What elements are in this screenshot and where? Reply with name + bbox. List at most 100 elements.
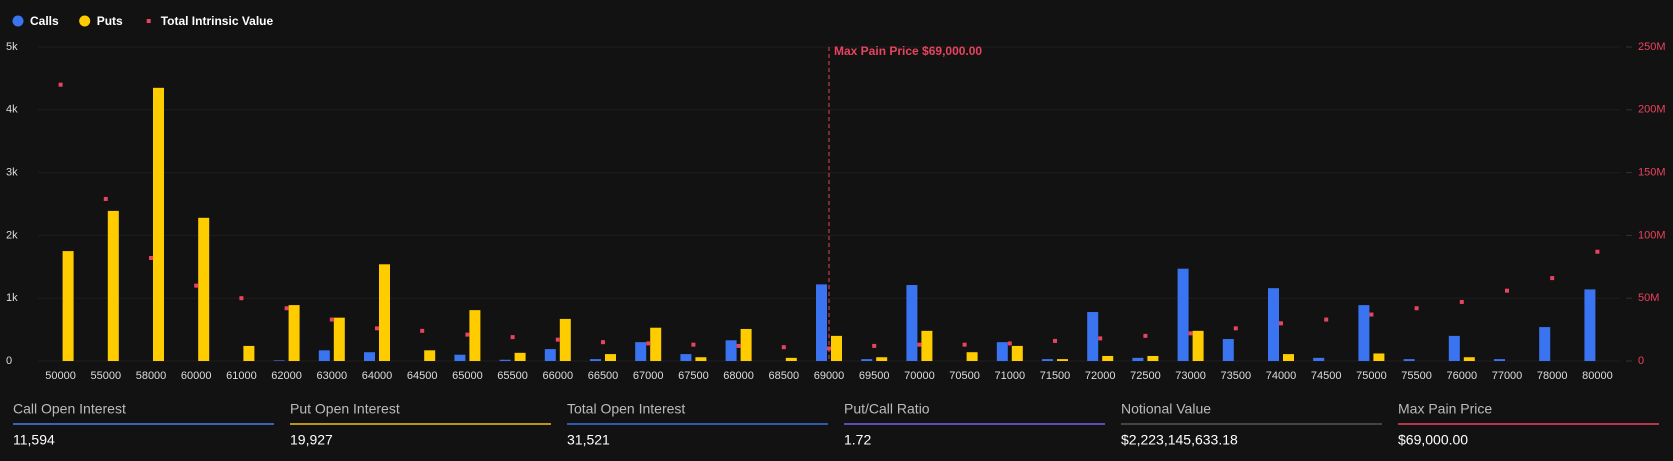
- intrinsic-marker: [1098, 336, 1103, 341]
- bar: [1057, 359, 1068, 361]
- x-tick-label: 71000: [995, 370, 1026, 382]
- intrinsic-marker: [917, 342, 922, 347]
- stat-label: Put Open Interest: [290, 401, 400, 417]
- bar: [740, 328, 752, 361]
- intrinsic-marker: [736, 343, 741, 348]
- x-tick-label: 68500: [769, 370, 800, 382]
- y2-tick-label: 100M: [1638, 229, 1666, 241]
- legend-marker: [146, 19, 151, 23]
- bar: [153, 87, 164, 361]
- max-pain-label: Max Pain Price $69,000.00: [834, 44, 982, 58]
- intrinsic-marker: [420, 328, 425, 333]
- x-tick-label: 50000: [45, 370, 76, 382]
- intrinsic-marker: [1459, 299, 1464, 304]
- stat-value: 1.72: [844, 432, 871, 448]
- stat-label: Total Open Interest: [567, 401, 685, 417]
- bar: [1358, 305, 1370, 361]
- y2-tick-label: 50M: [1638, 292, 1659, 304]
- bar: [514, 352, 526, 361]
- intrinsic-marker: [284, 306, 289, 311]
- bar: [785, 357, 797, 361]
- bar: [1042, 359, 1053, 361]
- intrinsic-marker: [510, 335, 515, 340]
- bar: [1192, 330, 1204, 361]
- x-tick-label: 66000: [543, 370, 574, 382]
- intrinsic-marker: [1414, 306, 1419, 311]
- bar: [198, 217, 210, 361]
- bar: [1283, 354, 1294, 361]
- intrinsic-marker: [103, 196, 108, 201]
- y-tick-label: 1k: [6, 292, 18, 304]
- intrinsic-marker: [1505, 288, 1509, 293]
- intrinsic-marker: [375, 326, 379, 331]
- x-tick-label: 78000: [1537, 370, 1568, 382]
- x-tick-label: 63000: [317, 370, 348, 382]
- bar: [605, 354, 616, 361]
- bar: [590, 359, 601, 361]
- x-tick-label: 67500: [678, 370, 709, 382]
- intrinsic-marker: [1053, 338, 1057, 343]
- intrinsic-marker: [1007, 341, 1012, 346]
- bar: [333, 317, 345, 361]
- intrinsic-marker: [149, 256, 153, 261]
- x-tick-label: 55000: [91, 370, 122, 382]
- x-tick-label: 69500: [859, 370, 890, 382]
- x-tick-label: 75000: [1356, 370, 1387, 382]
- stat-value: $69,000.00: [1398, 432, 1468, 448]
- x-tick-label: 71500: [1040, 370, 1071, 382]
- bar: [725, 340, 737, 361]
- bar: [454, 354, 466, 361]
- intrinsic-marker: [1143, 333, 1148, 338]
- bar: [107, 210, 119, 361]
- y2-tick-label: 250M: [1638, 41, 1666, 53]
- legend-label: Puts: [97, 14, 123, 28]
- bar: [1539, 327, 1551, 361]
- bar: [544, 349, 556, 361]
- bar: [635, 342, 647, 361]
- intrinsic-marker: [1369, 312, 1374, 317]
- intrinsic-marker: [1595, 249, 1600, 254]
- bar: [1147, 355, 1159, 361]
- stat-label: Put/Call Ratio: [844, 401, 930, 417]
- y2-tick-label: 150M: [1638, 167, 1666, 179]
- x-tick-label: 72500: [1130, 370, 1161, 382]
- bar: [906, 285, 918, 361]
- x-tick-label: 74000: [1266, 370, 1297, 382]
- legend-label: Calls: [30, 14, 59, 28]
- x-tick-label: 66500: [588, 370, 619, 382]
- bar: [1222, 339, 1234, 361]
- bar: [379, 264, 390, 361]
- x-tick-label: 61000: [226, 370, 257, 382]
- bar: [1268, 288, 1279, 361]
- bar: [288, 305, 300, 361]
- stat-value: 19,927: [290, 432, 333, 448]
- stat-label: Max Pain Price: [1398, 401, 1492, 417]
- stat-label: Notional Value: [1121, 401, 1211, 417]
- bar: [1011, 345, 1023, 361]
- intrinsic-marker: [691, 342, 696, 347]
- bar: [469, 310, 481, 361]
- legend-marker: [12, 15, 24, 27]
- bar: [680, 354, 692, 361]
- legend-label: Total Intrinsic Value: [161, 14, 274, 28]
- bar: [1132, 357, 1144, 361]
- y2-tick-label: 0: [1638, 355, 1644, 367]
- intrinsic-marker: [872, 343, 877, 348]
- intrinsic-marker: [555, 337, 560, 342]
- bar: [559, 318, 571, 361]
- bar: [1102, 355, 1114, 361]
- stat-value: 11,594: [13, 432, 55, 448]
- bar: [499, 359, 511, 361]
- bar: [318, 350, 330, 361]
- bar: [62, 251, 74, 361]
- bar: [996, 342, 1008, 361]
- bar: [1463, 357, 1475, 361]
- x-tick-label: 73500: [1221, 370, 1252, 382]
- bar: [243, 345, 255, 361]
- intrinsic-marker: [1324, 317, 1329, 322]
- x-tick-label: 77000: [1492, 370, 1523, 382]
- intrinsic-marker: [646, 341, 651, 346]
- x-tick-label: 65000: [452, 370, 483, 382]
